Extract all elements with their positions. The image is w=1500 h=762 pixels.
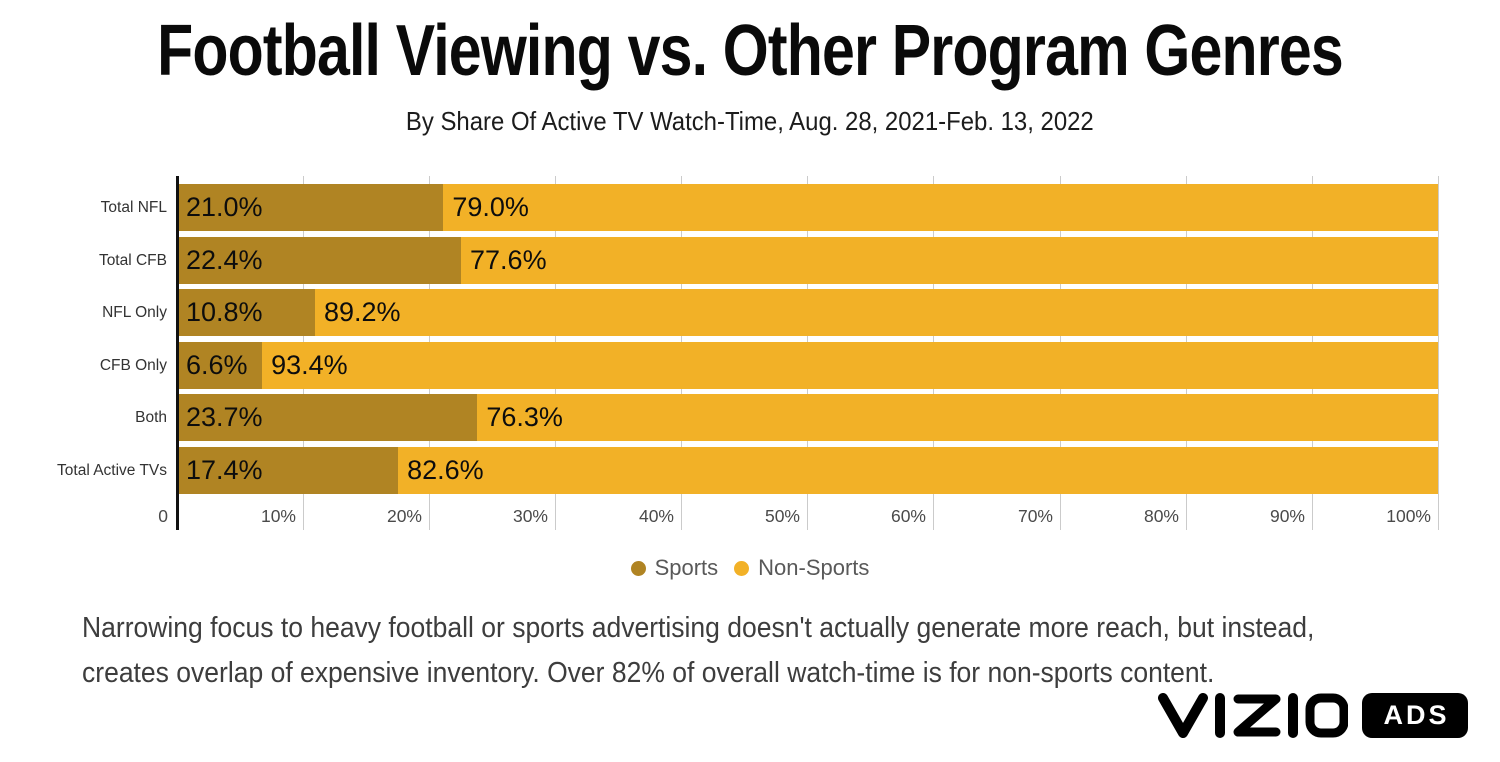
sports-segment: 6.6% xyxy=(179,342,263,389)
category-label: Total CFB xyxy=(98,252,167,269)
non-sports-value-label: 77.6% xyxy=(470,245,547,275)
x-tick-label: 40% xyxy=(638,506,674,526)
non-sports-value-label: 79.0% xyxy=(452,192,529,222)
sports-legend-dot-icon xyxy=(630,560,646,576)
x-tick-label: 90% xyxy=(1269,506,1305,526)
category-label: Total NFL xyxy=(100,199,167,216)
x-tick-label: 80% xyxy=(1143,506,1179,526)
non-sports-segment: 79.0% xyxy=(443,184,1438,231)
category-label: Total Active TVs xyxy=(57,462,167,479)
legend-item-non-sports: Non-Sports xyxy=(734,555,869,581)
legend-label: Non-Sports xyxy=(758,555,870,580)
vizio-ads-logo: ADS xyxy=(1158,693,1468,738)
sports-segment: 23.7% xyxy=(179,394,478,441)
vizio-wordmark-icon xyxy=(1158,693,1348,738)
non-sports-segment: 76.3% xyxy=(477,394,1438,441)
category-label: NFL Only xyxy=(102,304,167,321)
x-tick-label: 50% xyxy=(764,506,800,526)
sports-segment: 17.4% xyxy=(179,447,399,494)
ads-badge-label: ADS xyxy=(1383,700,1450,730)
page-subtitle: By Share Of Active TV Watch-Time, Aug. 2… xyxy=(406,106,1094,136)
sports-value-label: 17.4% xyxy=(186,455,263,485)
x-tick-label: 30% xyxy=(512,506,548,526)
x-tick-label: 10% xyxy=(260,506,296,526)
sports-segment: 10.8% xyxy=(179,289,315,336)
sports-value-label: 21.0% xyxy=(186,192,263,222)
x-tick-label: 100% xyxy=(1386,506,1431,526)
non-sports-legend-dot-icon xyxy=(734,560,750,576)
non-sports-segment: 93.4% xyxy=(262,342,1438,389)
page-title: Football Viewing vs. Other Program Genre… xyxy=(157,11,1344,91)
x-tick-label: 60% xyxy=(890,506,926,526)
insight-line-1: Narrowing focus to heavy football or spo… xyxy=(82,612,1315,644)
bar-row: 21.0% 79.0% xyxy=(179,184,1438,231)
ads-badge: ADS xyxy=(1362,693,1468,738)
non-sports-segment: 82.6% xyxy=(398,447,1438,494)
insight-text: Narrowing focus to heavy football or spo… xyxy=(82,606,1407,696)
non-sports-segment: 77.6% xyxy=(461,237,1438,284)
bar-row: 10.8% 89.2% xyxy=(179,289,1438,336)
non-sports-value-label: 76.3% xyxy=(486,402,563,432)
bar-row: 22.4% 77.6% xyxy=(179,237,1438,284)
non-sports-value-label: 82.6% xyxy=(407,455,484,485)
legend-item-sports: Sports xyxy=(630,555,719,581)
sports-value-label: 10.8% xyxy=(186,297,263,327)
bar-row: 6.6% 93.4% xyxy=(179,342,1438,389)
x-tick-label: 0 xyxy=(158,506,168,526)
sports-value-label: 6.6% xyxy=(186,350,248,380)
insight-line-2: creates overlap of expensive inventory. … xyxy=(82,657,1215,689)
category-label: Both xyxy=(135,409,167,426)
x-tick-label: 70% xyxy=(1017,506,1053,526)
header: Football Viewing vs. Other Program Genre… xyxy=(0,10,1500,92)
bar-row: 17.4% 82.6% xyxy=(179,447,1438,494)
bar-row: 23.7% 76.3% xyxy=(179,394,1438,441)
subheader: By Share Of Active TV Watch-Time, Aug. 2… xyxy=(0,106,1500,137)
non-sports-value-label: 89.2% xyxy=(323,297,401,327)
sports-value-label: 22.4% xyxy=(186,245,263,275)
gridline-100 xyxy=(1438,176,1439,530)
sports-segment: 22.4% xyxy=(179,237,462,284)
sports-value-label: 23.7% xyxy=(186,402,263,432)
chart-legend: Sports Non-Sports xyxy=(0,553,1500,583)
non-sports-segment: 89.2% xyxy=(314,289,1438,336)
category-label: CFB Only xyxy=(99,357,167,374)
y-axis-line xyxy=(176,176,179,530)
sports-segment: 21.0% xyxy=(179,184,444,231)
x-tick-label: 20% xyxy=(386,506,422,526)
legend-label: Sports xyxy=(654,555,719,580)
non-sports-value-label: 93.4% xyxy=(271,350,348,380)
